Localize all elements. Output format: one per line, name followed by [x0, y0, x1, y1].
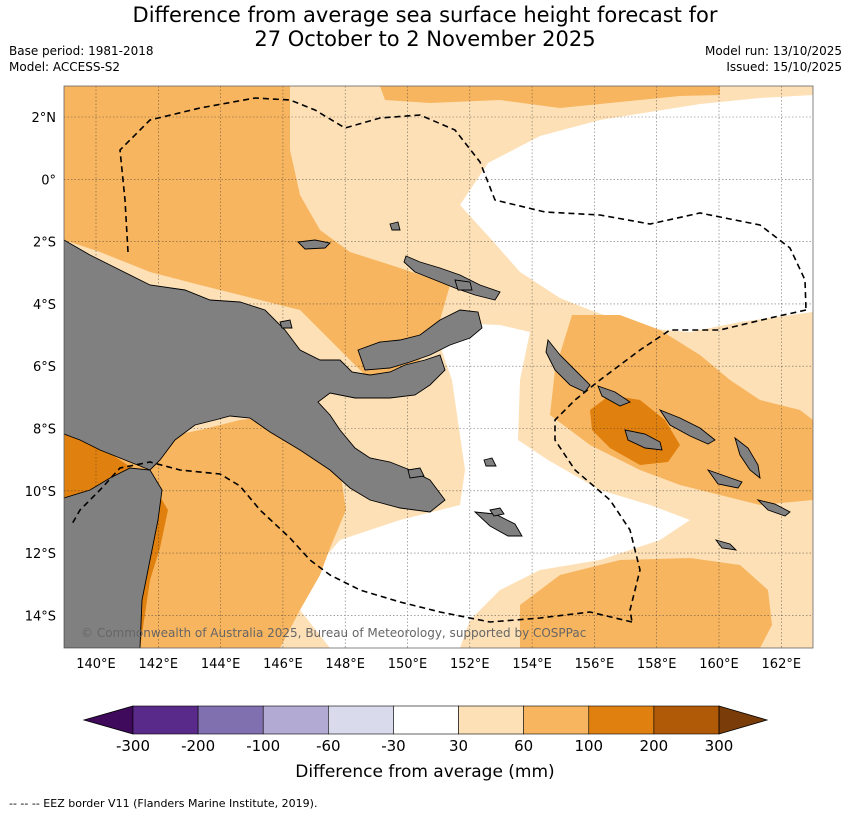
lon-tick-label: 152°E	[450, 657, 490, 672]
land-new-ireland	[403, 255, 501, 301]
land-guadalcanal	[624, 429, 663, 451]
land-australia-cape-york	[64, 467, 163, 648]
lat-tick-label: 14°S	[25, 609, 56, 624]
map-frame	[63, 85, 814, 649]
colorbar-swatch	[393, 705, 459, 735]
longitude-labels: 140°E 142°E 144°E 146°E 148°E 150°E 152°E 154°E…	[76, 657, 801, 672]
anomaly-band-60-100-north	[380, 86, 720, 108]
map-title: Difference from average sea surface heig…	[0, 3, 850, 51]
colorbar-tick-label: -30	[381, 737, 406, 755]
land-makira	[706, 469, 743, 489]
colorbar-swatch	[588, 705, 655, 735]
colorbar-tick-label: 60	[514, 737, 534, 755]
lat-tick-label: 10°S	[25, 485, 56, 500]
lon-tick-label: 162°E	[762, 657, 802, 672]
land-choiseul	[597, 385, 631, 407]
lon-tick-label: 140°E	[76, 657, 116, 672]
lon-tick-label: 158°E	[637, 657, 677, 672]
land-malaita	[734, 436, 761, 480]
eez-borders	[71, 97, 807, 623]
lat-tick-label: 4°S	[33, 298, 56, 313]
colorbar-tick-label: 300	[704, 737, 734, 755]
issued-date: Issued: 15/10/2025	[726, 60, 842, 74]
colorbar-swatch	[328, 705, 394, 735]
colorbar-tick-label: -200	[181, 737, 216, 755]
lon-tick-label: 144°E	[201, 657, 241, 672]
land-small-island-7	[489, 507, 505, 517]
base-period: Base period: 1981-2018	[9, 44, 154, 58]
copyright-text: © Commonwealth of Australia 2025, Bureau…	[81, 626, 586, 640]
land-manus	[297, 239, 331, 250]
meta-left: Base period: 1981-2018 Model: ACCESS-S2	[9, 43, 154, 75]
neutral-region-north	[460, 95, 813, 332]
colorbar-swatch	[653, 705, 720, 735]
lon-tick-label: 146°E	[263, 657, 303, 672]
anomaly-band-60-100-west	[64, 86, 450, 385]
colorbar-swatch	[523, 705, 590, 735]
colorbar-swatch	[132, 705, 199, 735]
eez-border-solomon	[554, 309, 807, 623]
latitude-labels: 2°N 0° 2°S 4°S 6°S 8°S 10°S 12°S 14°S	[25, 111, 56, 624]
land-rennell	[756, 499, 791, 517]
colorbar-title: Difference from average (mm)	[295, 762, 555, 782]
colorbar-swatch	[197, 705, 264, 735]
land-small-island-1	[389, 221, 401, 231]
lat-tick-label: 8°S	[33, 423, 56, 438]
lon-tick-label: 154°E	[512, 657, 552, 672]
land-small-island-3	[714, 539, 738, 551]
lon-tick-label: 160°E	[699, 657, 739, 672]
colorbar-tick-label: 30	[449, 737, 469, 755]
land-santa-isabel	[658, 409, 716, 445]
model-name: Model: ACCESS-S2	[9, 60, 121, 74]
map-area: © Commonwealth of Australia 2025, Bureau…	[64, 86, 813, 648]
lat-tick-label: 2°S	[33, 236, 56, 251]
colorbar-swatch	[458, 705, 524, 735]
eez-border-png-north	[119, 97, 807, 311]
neutral-region-south	[300, 322, 690, 648]
lon-tick-label: 142°E	[139, 657, 179, 672]
land-small-island-6	[407, 467, 425, 479]
lat-tick-label: 0°	[41, 173, 56, 188]
eez-border-coral-sea	[71, 461, 633, 623]
lon-tick-label: 156°E	[575, 657, 615, 672]
land-small-island-2	[454, 279, 473, 291]
title-line-2: 27 October to 2 November 2025	[254, 27, 596, 51]
colorbar-tick-label: -300	[115, 737, 151, 755]
colorbar-extend-low	[82, 705, 134, 735]
lat-tick-label: 12°S	[25, 547, 56, 562]
colorbar-tick-label: -60	[316, 737, 341, 755]
lon-tick-label: 148°E	[325, 657, 365, 672]
colorbar-tick-label: 200	[639, 737, 669, 755]
anomaly-band-60-100-southeast	[520, 558, 772, 648]
lat-tick-label: 2°N	[32, 111, 57, 126]
land-small-island-5	[483, 457, 497, 467]
lon-tick-label: 150°E	[388, 657, 428, 672]
colorbar-swatch	[262, 705, 329, 735]
land-new-britain	[357, 309, 483, 371]
land-new-guinea	[64, 239, 446, 513]
eez-footnote: -- -- -- EEZ border V11 (Flanders Marine…	[9, 797, 318, 810]
lat-tick-label: 6°S	[33, 360, 56, 375]
title-line-1: Difference from average sea surface heig…	[132, 3, 718, 27]
land-masses	[64, 221, 791, 648]
colorbar-tick-label: -100	[246, 737, 281, 755]
colorbar	[82, 705, 769, 735]
land-small-island-4	[279, 319, 293, 329]
meta-right: Model run: 13/10/2025 Issued: 15/10/2025	[705, 43, 842, 75]
colorbar-extend-high	[718, 705, 769, 735]
model-run: Model run: 13/10/2025	[704, 44, 842, 58]
colorbar-tick-label: 100	[574, 737, 604, 755]
